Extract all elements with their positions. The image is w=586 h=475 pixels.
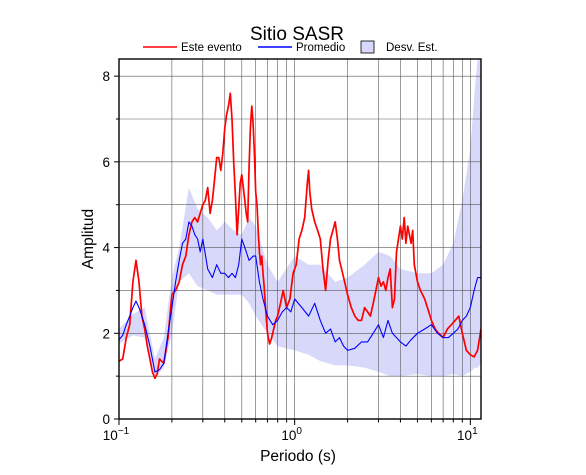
plot-frame <box>118 58 482 420</box>
x-tick-label-base: 10 <box>103 428 118 443</box>
x-tick-label-base: 10 <box>281 428 296 443</box>
y-tick-label: 4 <box>102 241 110 256</box>
chart-title: Sitio SASR <box>250 24 344 45</box>
std-dev-band <box>119 59 481 379</box>
legend-item-desv-est: Desv. Est. <box>360 40 438 54</box>
legend-label-desv-est: Desv. Est. <box>386 42 438 54</box>
y-tick-label: 6 <box>102 155 110 170</box>
y-axis-label: Amplitud <box>80 209 97 269</box>
x-tick-label-exponent: 0 <box>296 426 302 437</box>
y-tick-label: 8 <box>102 69 110 84</box>
series-line-promedio <box>119 221 481 373</box>
x-axis-label: Periodo (s) <box>260 448 336 465</box>
y-axis: 0 2 4 6 8 <box>102 69 119 427</box>
x-axis: 10−1 100 101 <box>103 419 478 443</box>
y-tick-label: 0 <box>102 412 110 427</box>
x-tick-label-exponent: −1 <box>118 426 130 437</box>
legend: Este evento Promedio Desv. Est. <box>143 40 438 54</box>
legend-label-este-evento: Este evento <box>181 42 242 54</box>
legend-label-promedio: Promedio <box>296 42 345 54</box>
grid-lines <box>119 59 481 419</box>
x-tick-label-base: 10 <box>457 428 472 443</box>
legend-swatch-desv-est <box>360 40 375 54</box>
x-tick-label-exponent: 1 <box>472 426 478 437</box>
series-line-este-evento <box>119 92 481 380</box>
x-tick-label: 101 <box>457 426 478 443</box>
y-tick-label: 2 <box>102 326 110 341</box>
x-tick-label: 10−1 <box>103 426 130 443</box>
legend-item-este-evento: Este evento <box>143 42 242 54</box>
x-tick-label: 100 <box>281 426 302 443</box>
legend-item-promedio: Promedio <box>258 42 345 54</box>
